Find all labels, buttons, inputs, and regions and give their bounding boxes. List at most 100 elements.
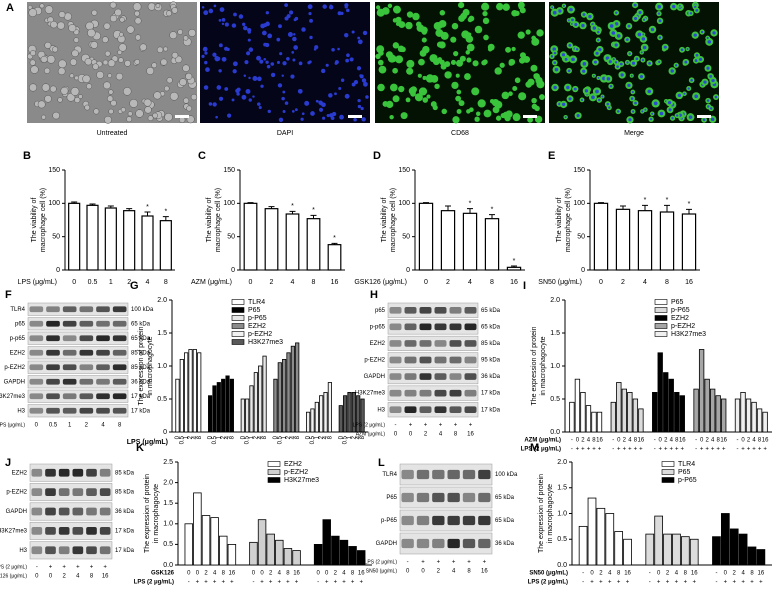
x-tick-label: 0: [273, 435, 279, 439]
cell: [221, 18, 226, 22]
blot-band: [79, 364, 94, 371]
blot-band: [96, 320, 110, 327]
x-tick-label: 2: [127, 279, 131, 286]
cell: [71, 49, 79, 58]
blot-band: [464, 323, 477, 331]
nucleus: [606, 102, 610, 106]
x-row-value: 2: [204, 571, 208, 577]
x-tick-label: 0.5: [277, 435, 283, 444]
x-row-value: 8: [351, 571, 355, 577]
x-tick-label: 0: [72, 279, 76, 286]
blot-condition-value: +: [103, 565, 107, 571]
bar: [286, 352, 291, 433]
x-row-value: 2: [747, 438, 751, 444]
x-row-value: +: [724, 580, 728, 586]
cell: [256, 55, 261, 61]
x-row-value: +: [587, 447, 591, 453]
cell: [471, 87, 480, 96]
y-axis-label-line: macrophage cell (%): [215, 188, 222, 252]
blot-band: [72, 488, 84, 496]
cell: [202, 46, 208, 52]
cell: [132, 2, 142, 11]
blot-condition-value: 8: [118, 423, 122, 429]
cell: [408, 87, 417, 95]
nucleus: [695, 53, 699, 57]
cell: [474, 25, 483, 34]
bar: [668, 378, 674, 433]
y-axis-label-line: in macrophagocyte: [147, 336, 154, 395]
cell: [30, 50, 36, 57]
x-tick-label: 0: [240, 435, 246, 439]
y-tick-label: 0: [581, 267, 585, 274]
nucleus: [609, 85, 613, 88]
x-tick-label: 16: [510, 279, 518, 286]
cell: [183, 97, 190, 104]
y-tick-label: 2.0: [550, 297, 560, 304]
blot-band: [404, 373, 417, 380]
bar: [229, 378, 234, 433]
x-row-value: 2: [269, 571, 273, 577]
error-bar: [620, 205, 626, 210]
cell: [224, 22, 229, 27]
cell: [208, 102, 213, 106]
cell: [514, 77, 521, 84]
blot-band: [449, 356, 462, 364]
blot-condition-label: SN50 (μg/mL): [366, 568, 398, 574]
cell: [353, 80, 359, 85]
cell: [236, 92, 240, 96]
x-row-value: +: [617, 447, 621, 453]
bar: [627, 391, 633, 433]
cell: [282, 61, 287, 66]
cell: [307, 4, 313, 10]
blot-band: [462, 538, 476, 549]
cell: [284, 16, 289, 21]
x-tick-label: 1: [282, 435, 288, 439]
nucleus: [571, 57, 575, 62]
legend-swatch: [267, 461, 281, 467]
bar: [219, 535, 228, 566]
cell: [203, 85, 209, 90]
y-tick-label: 0.5: [550, 396, 560, 403]
bar: [343, 395, 348, 433]
blot-row-label: p-p65: [10, 336, 26, 342]
x-row-value: 0: [617, 438, 621, 444]
y-axis-label: The viability of macrophage cell (%): [556, 188, 572, 252]
blot-band: [58, 527, 70, 535]
cell: [39, 3, 45, 9]
blot-condition-value: +: [90, 565, 94, 571]
cell: [539, 94, 545, 101]
x-tick-label: 8: [312, 279, 316, 286]
x-row-value: 8: [717, 438, 721, 444]
blot-strip: [387, 385, 479, 401]
bar: [104, 207, 117, 271]
cell: [102, 59, 109, 66]
cell: [395, 16, 402, 23]
cell: [525, 29, 531, 35]
cell: [440, 63, 447, 70]
error-bar: [268, 206, 275, 209]
x-row-value: -: [571, 447, 573, 453]
nucleus: [700, 30, 704, 34]
blot-band: [389, 340, 402, 347]
legend-swatch: [267, 477, 281, 483]
cell: [499, 62, 505, 68]
cell: [422, 97, 429, 103]
blot-band: [389, 373, 402, 380]
nucleus: [677, 93, 682, 98]
cell: [73, 37, 80, 43]
cell: [416, 24, 425, 32]
blot-band: [58, 468, 70, 477]
blot-band: [404, 306, 417, 314]
bar: [610, 401, 616, 433]
bar: [273, 378, 278, 433]
blot-strip: [399, 463, 493, 486]
cell: [93, 108, 100, 115]
cell: [487, 43, 495, 51]
nucleus: [627, 83, 631, 88]
bar: [221, 378, 226, 433]
x-row-value: 0: [260, 571, 264, 577]
blot-condition-value: 0: [421, 569, 425, 575]
panel-label: F: [5, 289, 12, 301]
blot-row-label: p-EZH2: [4, 365, 25, 371]
